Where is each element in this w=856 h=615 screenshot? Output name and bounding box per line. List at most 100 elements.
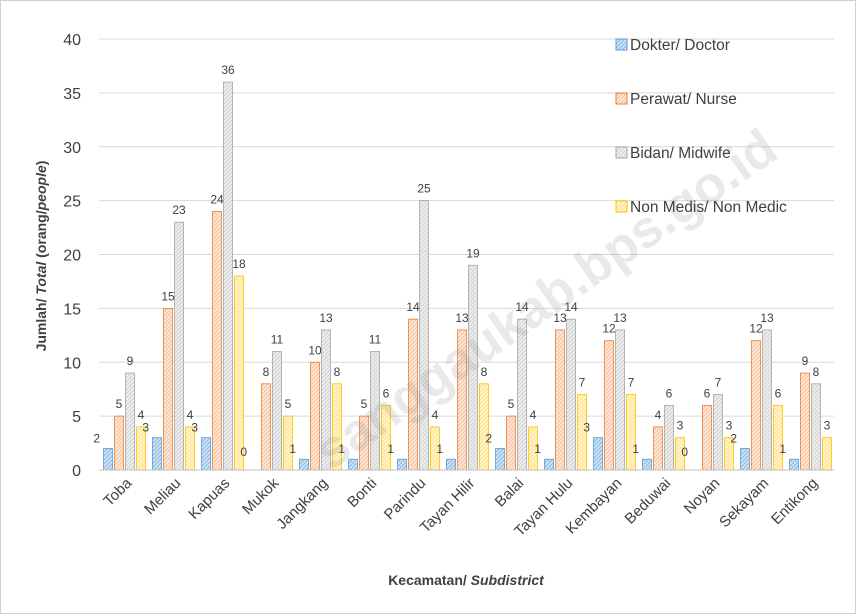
data-label: 8 — [813, 365, 820, 379]
bar — [125, 372, 135, 471]
data-label: 4 — [530, 408, 537, 422]
data-label: 9 — [802, 354, 809, 368]
bar — [419, 200, 429, 471]
bar — [234, 275, 244, 471]
bar — [762, 329, 772, 471]
data-label: 23 — [172, 203, 186, 217]
bar — [713, 394, 723, 471]
y-axis-title-part: Total — [33, 261, 49, 295]
bar — [223, 81, 233, 471]
data-label: 4 — [655, 408, 662, 422]
bar — [740, 448, 750, 471]
legend-label: Bidan/ Midwife — [630, 145, 731, 162]
bar — [789, 458, 799, 471]
data-label: 2 — [730, 431, 737, 445]
data-label: 14 — [564, 300, 578, 314]
y-tick-label: 40 — [63, 32, 81, 49]
data-label: 5 — [116, 397, 123, 411]
data-label: 3 — [824, 419, 831, 433]
data-label: 13 — [455, 311, 469, 325]
data-label: 1 — [632, 442, 639, 456]
data-label: 4 — [187, 408, 194, 422]
data-label: 4 — [432, 408, 439, 422]
data-label: 18 — [232, 257, 246, 271]
data-label: 13 — [760, 311, 774, 325]
data-label: 4 — [138, 408, 145, 422]
data-label: 2 — [485, 431, 492, 445]
bar — [822, 437, 832, 471]
data-label: 25 — [417, 182, 431, 196]
bar — [593, 437, 603, 471]
bar — [604, 340, 614, 471]
data-label: 24 — [210, 192, 224, 206]
y-axis-ticks: 0 5 10 15 20 25 30 35 40 — [63, 32, 81, 480]
bar — [261, 383, 271, 471]
bar — [544, 458, 554, 471]
y-axis-title: Jumlah/ Total (orang/people) — [33, 161, 49, 352]
legend-label: Dokter/ Doctor — [630, 37, 730, 54]
y-tick-label: 15 — [63, 301, 81, 318]
x-axis-title: Kecamatan/ Subdistrict — [388, 572, 545, 588]
x-tick-label: Noyan — [681, 475, 724, 518]
data-label: 1 — [338, 442, 345, 456]
data-label: 9 — [127, 354, 134, 368]
bar — [642, 458, 652, 471]
bar — [555, 329, 565, 471]
x-tick-label: Parindu — [381, 475, 430, 524]
bar — [506, 415, 516, 471]
y-tick-label: 25 — [63, 194, 81, 211]
bar — [114, 415, 124, 471]
bar — [653, 426, 663, 471]
bar — [152, 437, 162, 471]
x-tick-label: Sekayam — [716, 475, 772, 531]
bar — [163, 307, 173, 471]
y-tick-label: 30 — [63, 140, 81, 157]
y-tick-label: 10 — [63, 355, 81, 372]
data-label: 0 — [681, 445, 688, 459]
data-label: 1 — [779, 442, 786, 456]
bar — [664, 404, 674, 471]
bar — [174, 221, 184, 471]
data-label: 14 — [406, 300, 420, 314]
bar — [212, 210, 222, 471]
y-tick-label: 0 — [72, 463, 81, 480]
legend: Dokter/ Doctor Perawat/ Nurse Bidan/ Midwi… — [615, 37, 787, 216]
x-tick-label: Entikong — [768, 475, 821, 528]
data-label: 13 — [613, 311, 627, 325]
legend-swatch — [615, 38, 628, 51]
y-axis-title-part: Jumlah/ — [33, 295, 49, 352]
x-tick-label: Beduwai — [622, 475, 675, 528]
data-label: 5 — [508, 397, 515, 411]
data-label: 19 — [466, 246, 480, 260]
data-label: 3 — [726, 419, 733, 433]
data-label: 12 — [749, 322, 763, 336]
data-labels: 2594315234324361808115110138151161142541… — [93, 63, 830, 459]
y-tick-label: 20 — [63, 248, 81, 265]
data-label: 10 — [308, 343, 322, 357]
data-label: 14 — [515, 300, 529, 314]
data-label: 1 — [289, 442, 296, 456]
data-label: 5 — [361, 397, 368, 411]
x-axis-title-main: Kecamatan/ — [388, 572, 467, 588]
x-tick-label: Bonti — [344, 475, 380, 511]
x-axis-title-italic: Subdistrict — [471, 572, 545, 588]
bar — [626, 394, 636, 471]
data-label: 3 — [677, 419, 684, 433]
data-label: 3 — [142, 421, 149, 435]
data-label: 7 — [715, 376, 722, 390]
data-label: 2 — [93, 431, 100, 445]
bar — [201, 437, 211, 471]
data-label: 7 — [579, 376, 586, 390]
legend-swatch — [615, 146, 628, 159]
data-label: 12 — [602, 322, 616, 336]
data-label: 11 — [369, 332, 382, 346]
data-label: 1 — [534, 442, 541, 456]
data-label: 8 — [334, 365, 341, 379]
legend-label: Perawat/ Nurse — [630, 91, 737, 108]
data-label: 11 — [271, 332, 284, 346]
bar — [751, 340, 761, 471]
legend-label: Non Medis/ Non Medic — [630, 199, 787, 216]
